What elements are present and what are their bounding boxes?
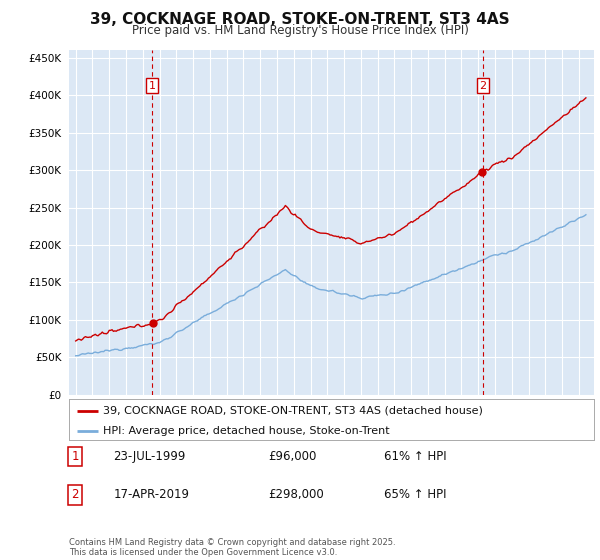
Text: 65% ↑ HPI: 65% ↑ HPI <box>384 488 446 501</box>
Text: 2: 2 <box>479 81 487 91</box>
Text: Contains HM Land Registry data © Crown copyright and database right 2025.
This d: Contains HM Land Registry data © Crown c… <box>69 538 395 557</box>
Text: 39, COCKNAGE ROAD, STOKE-ON-TRENT, ST3 4AS (detached house): 39, COCKNAGE ROAD, STOKE-ON-TRENT, ST3 4… <box>103 405 483 416</box>
Text: 61% ↑ HPI: 61% ↑ HPI <box>384 450 446 463</box>
Text: 1: 1 <box>149 81 155 91</box>
Text: HPI: Average price, detached house, Stoke-on-Trent: HPI: Average price, detached house, Stok… <box>103 426 390 436</box>
Text: 23-JUL-1999: 23-JUL-1999 <box>113 450 186 463</box>
Text: £298,000: £298,000 <box>269 488 324 501</box>
Text: £96,000: £96,000 <box>269 450 317 463</box>
Text: 1: 1 <box>71 450 79 463</box>
Text: 17-APR-2019: 17-APR-2019 <box>113 488 190 501</box>
Text: 39, COCKNAGE ROAD, STOKE-ON-TRENT, ST3 4AS: 39, COCKNAGE ROAD, STOKE-ON-TRENT, ST3 4… <box>90 12 510 27</box>
Text: Price paid vs. HM Land Registry's House Price Index (HPI): Price paid vs. HM Land Registry's House … <box>131 24 469 36</box>
Text: 2: 2 <box>71 488 79 501</box>
